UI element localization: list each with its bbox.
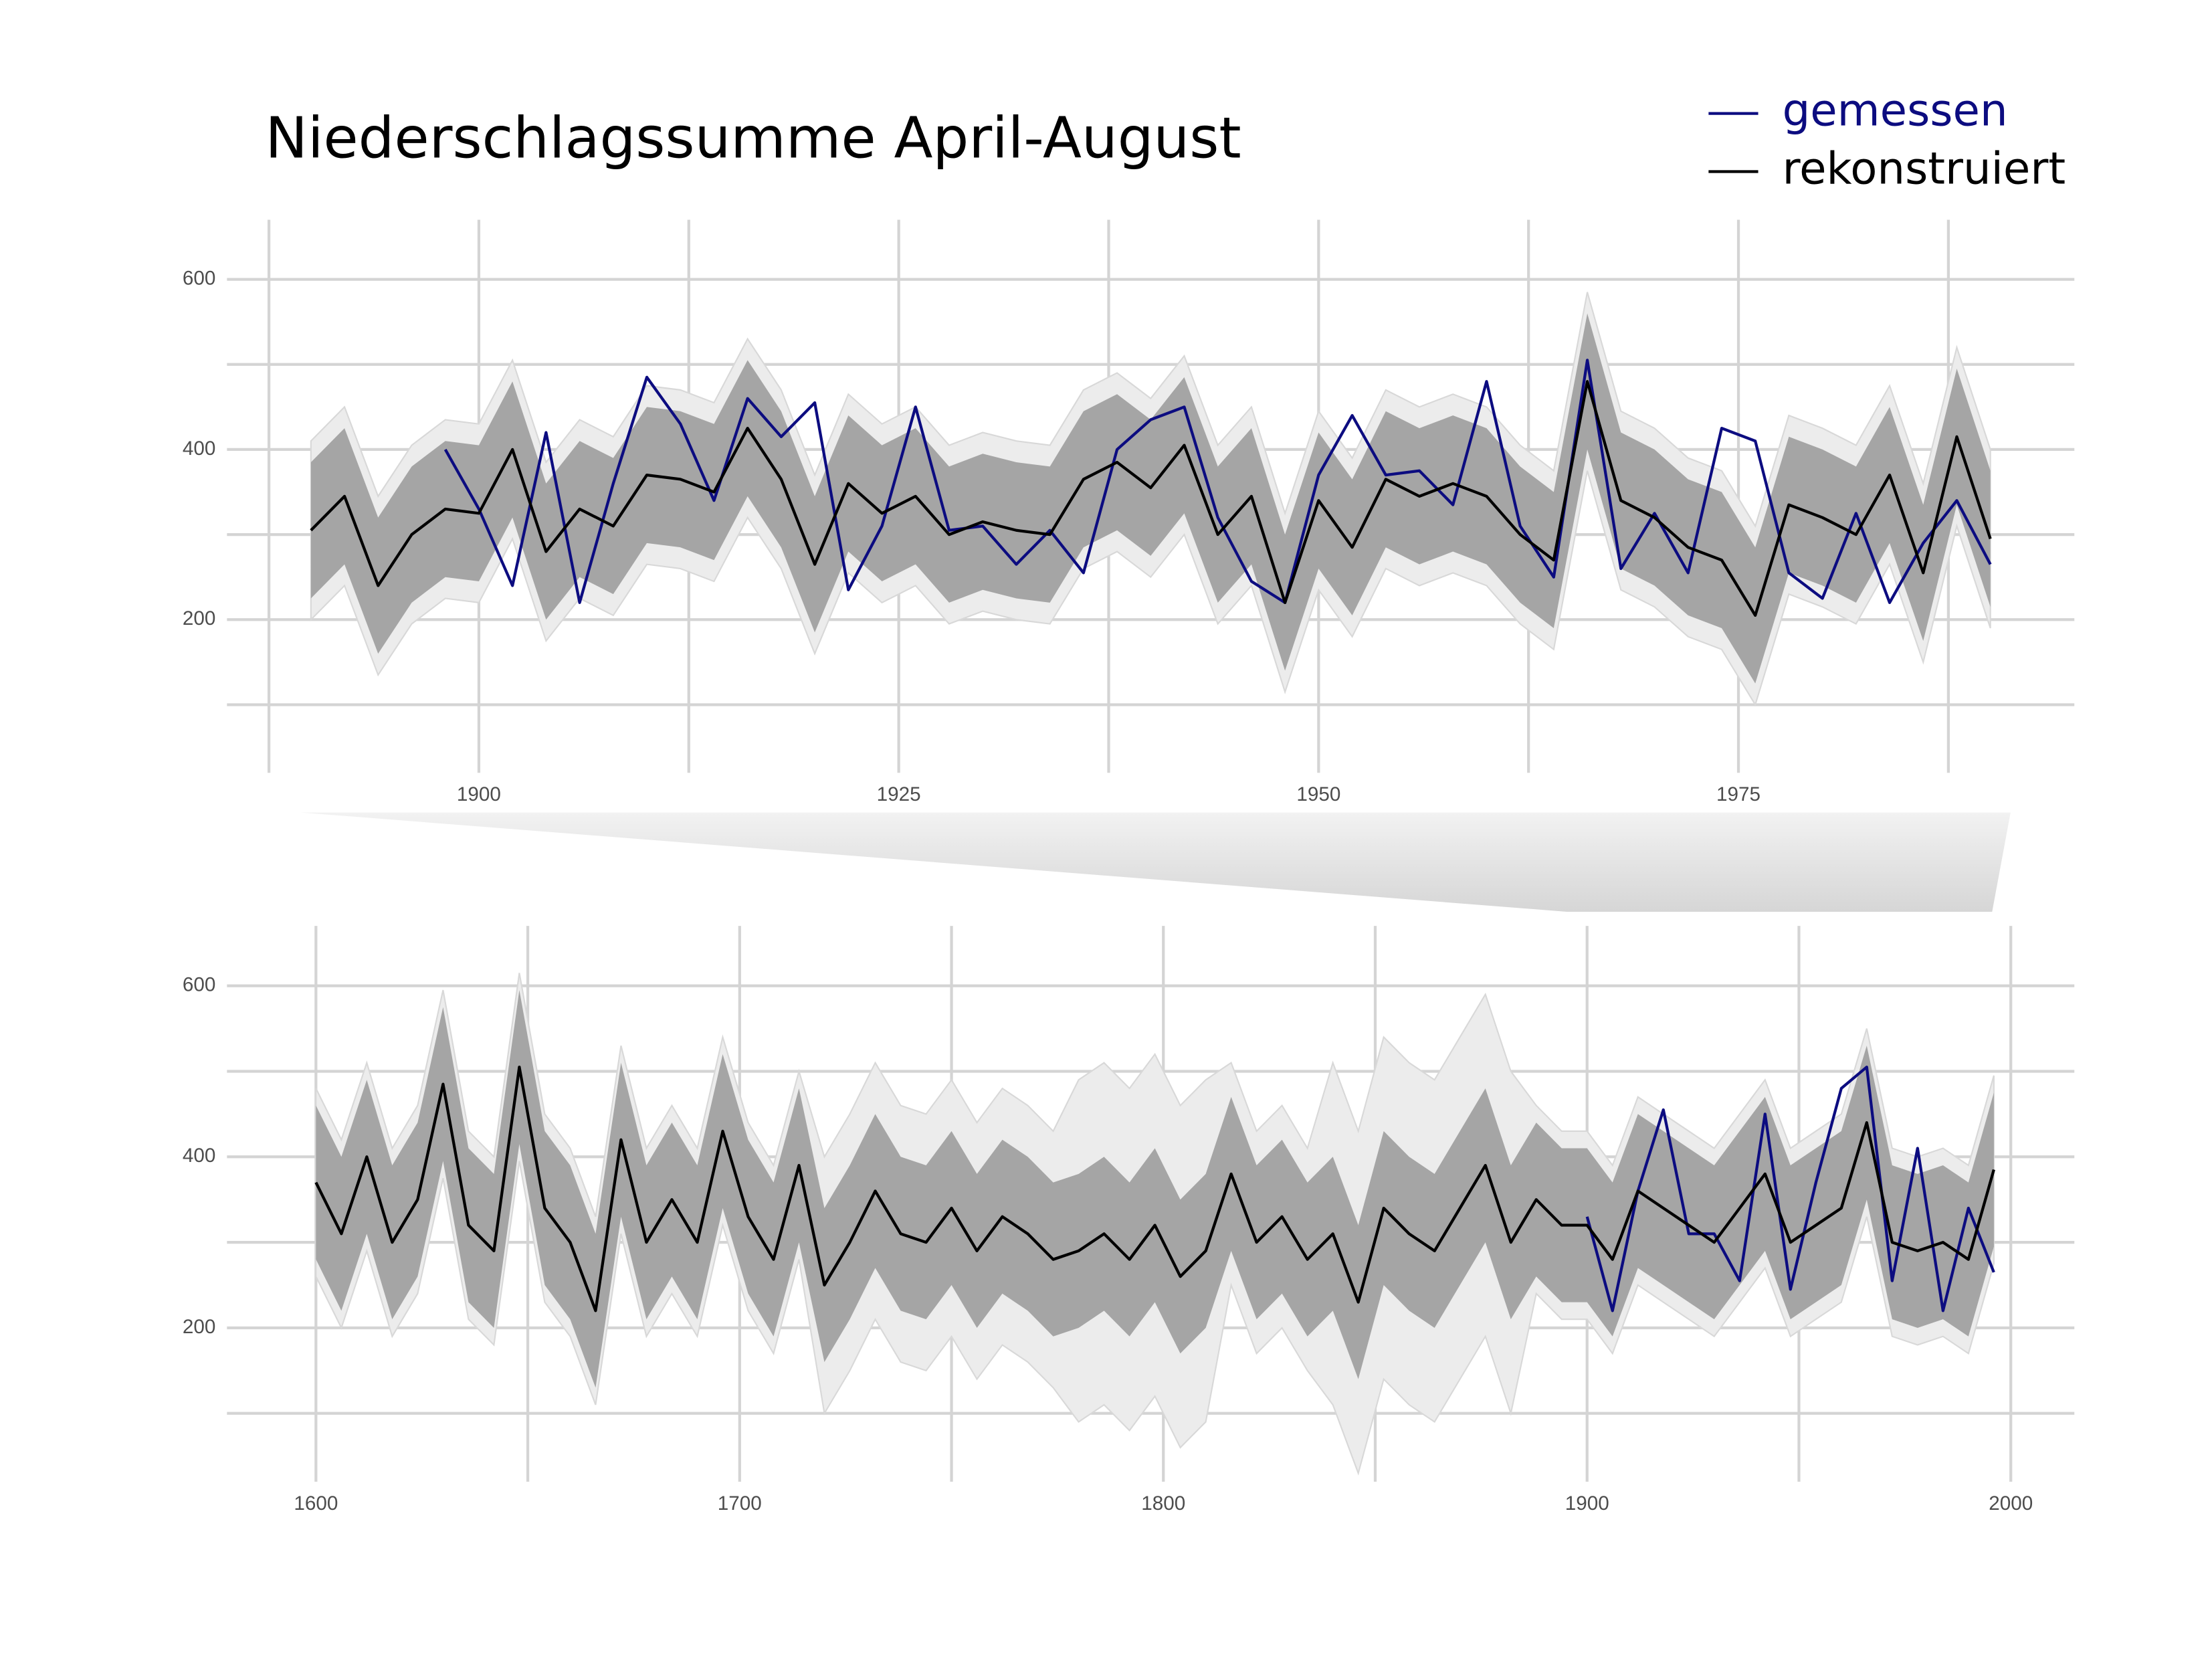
y-tick-label: 200 bbox=[183, 607, 215, 629]
y-tick-label: 400 bbox=[183, 1145, 215, 1167]
data-line bbox=[310, 380, 1992, 617]
y-tick-label: 400 bbox=[183, 437, 215, 460]
x-tick-label: 1900 bbox=[1565, 1492, 1609, 1515]
x-tick-label: 1900 bbox=[457, 783, 501, 805]
chart-title: Niederschlagssumme April-August bbox=[266, 104, 1241, 171]
x-tick-label: 2000 bbox=[1989, 1492, 2033, 1515]
legend-label: gemessen bbox=[1783, 86, 2008, 136]
x-tick-label: 1700 bbox=[718, 1492, 762, 1515]
legend-label: rekonstruiert bbox=[1783, 144, 2066, 195]
uncertainty-band bbox=[316, 990, 1994, 1388]
data-line bbox=[443, 359, 1992, 604]
legend: gemessen rekonstruiert bbox=[1708, 86, 2066, 195]
data-line bbox=[1585, 1065, 1995, 1312]
y-tick-label: 600 bbox=[183, 267, 215, 289]
x-tick-label: 1800 bbox=[1141, 1492, 1185, 1515]
x-tick-label: 1975 bbox=[1716, 783, 1761, 805]
x-tick-label: 1950 bbox=[1296, 783, 1340, 805]
data-line bbox=[314, 1065, 1995, 1312]
y-tick-label: 200 bbox=[183, 1316, 215, 1338]
x-tick-label: 1600 bbox=[294, 1492, 338, 1515]
plot: 200 400 600 1900 1925 1950 1975 bbox=[183, 219, 2075, 805]
y-tick-label: 600 bbox=[183, 973, 215, 995]
plot: 200 400 600 1600 1700 1800 1900 2000 bbox=[183, 926, 2075, 1515]
x-tick-label: 1925 bbox=[877, 783, 921, 805]
uncertainty-band bbox=[310, 313, 1991, 684]
zoom-connector bbox=[300, 812, 2011, 912]
